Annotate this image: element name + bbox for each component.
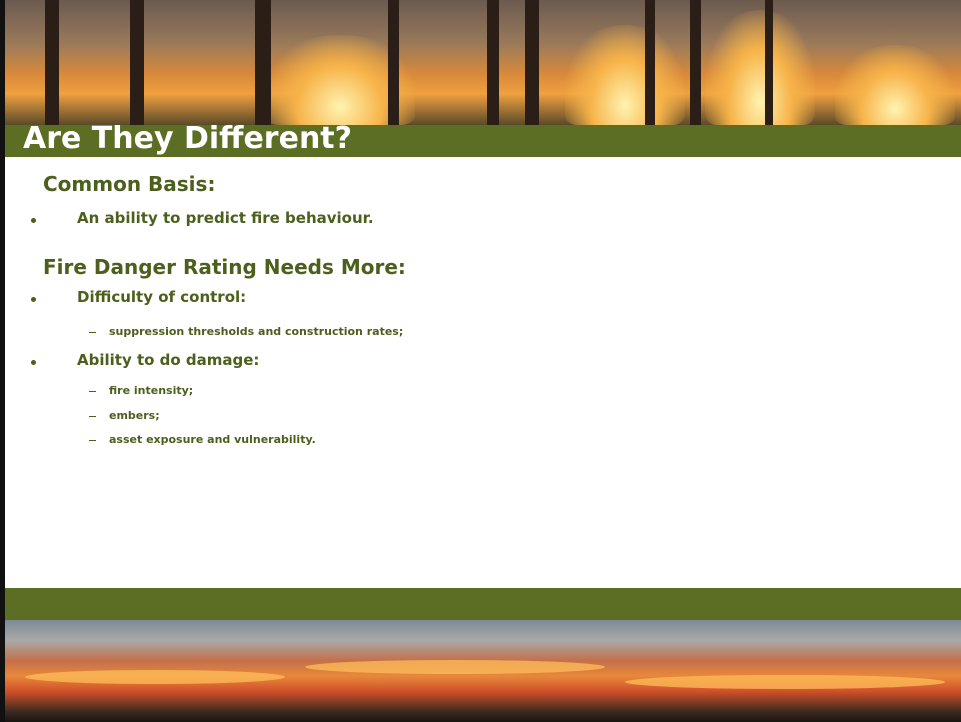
sub-item: embers; (109, 409, 160, 422)
fire-glow (305, 660, 605, 674)
bullet-text: Ability to do damage: (77, 351, 259, 369)
flame (565, 25, 685, 125)
tree (765, 0, 773, 125)
sub-item: suppression thresholds and construction … (109, 325, 403, 338)
tree (130, 0, 144, 125)
flame (705, 10, 815, 125)
dash-marker (89, 332, 96, 333)
fire-glow (625, 675, 945, 689)
dash-marker (89, 416, 96, 417)
fire-glow (25, 670, 285, 684)
tree (525, 0, 539, 125)
bullet-text: Difficulty of control: (77, 288, 246, 306)
dash-marker (89, 391, 96, 392)
dash-marker (89, 440, 96, 441)
section-heading: Common Basis: (43, 172, 215, 196)
tree (690, 0, 701, 125)
flame (835, 45, 955, 125)
bullet-marker (31, 218, 36, 223)
bullet-text: An ability to predict fire behaviour. (77, 209, 374, 227)
bullet-marker (31, 360, 36, 365)
slide-title: Are They Different? (23, 121, 352, 156)
tree (388, 0, 399, 125)
footer-bar (5, 588, 961, 620)
tree (255, 0, 271, 125)
section-heading: Fire Danger Rating Needs More: (43, 255, 406, 279)
footer-photo (5, 620, 961, 722)
tree (487, 0, 499, 125)
tree (645, 0, 655, 125)
sub-item: fire intensity; (109, 384, 193, 397)
tree (45, 0, 59, 125)
slide: Are They Different? Common Basis: An abil… (0, 0, 961, 722)
bullet-marker (31, 297, 36, 302)
header-photo (5, 0, 961, 125)
sub-item: asset exposure and vulnerability. (109, 433, 316, 446)
